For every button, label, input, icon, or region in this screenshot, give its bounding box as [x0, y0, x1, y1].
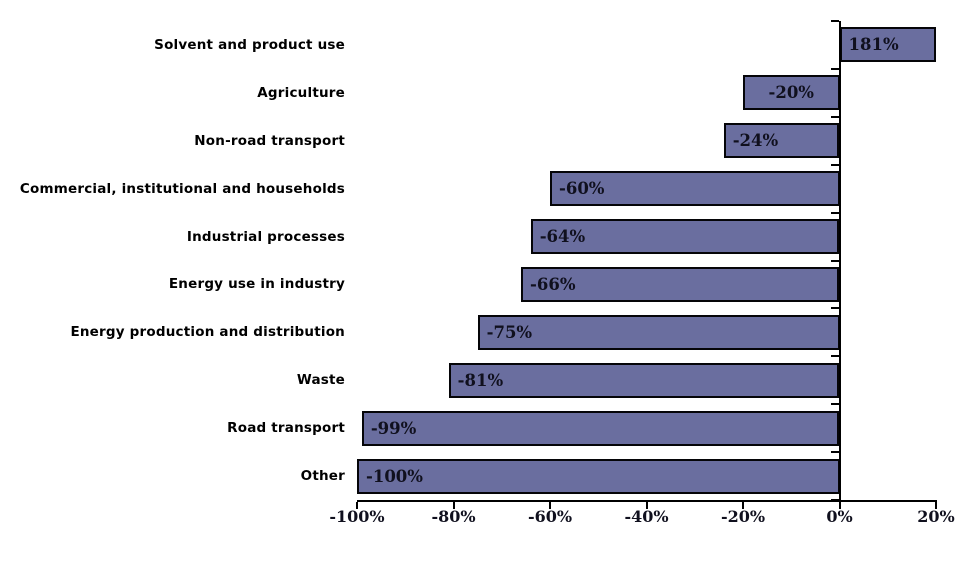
x-axis-tick — [452, 502, 455, 509]
category-label: Agriculture — [257, 84, 345, 101]
category-label: Other — [300, 468, 345, 485]
bar: -60% — [550, 171, 840, 207]
category-label: Waste — [296, 372, 345, 389]
category-label: Industrial processes — [186, 228, 345, 245]
x-axis-tick — [935, 502, 937, 509]
x-axis-tick-label: -80% — [431, 507, 476, 526]
bar-value-label: 181% — [848, 35, 899, 55]
category-axis-tick — [830, 115, 839, 118]
x-axis-tick — [356, 502, 358, 509]
bar: -66% — [521, 266, 840, 302]
x-axis-tick-label: 20% — [917, 507, 955, 526]
bar-value-label: -81% — [457, 370, 504, 390]
bar: -64% — [530, 219, 840, 255]
x-axis-line — [357, 500, 937, 502]
category-axis-tick — [830, 307, 839, 310]
bar-value-label: -64% — [539, 227, 586, 247]
bar-value-label: -99% — [370, 418, 417, 438]
category-label: Road transport — [227, 420, 345, 437]
bar: 181% — [839, 27, 936, 63]
y-axis-zero-line — [838, 21, 841, 500]
bar-value-label: -100% — [366, 466, 423, 486]
category-axis-tick — [830, 163, 839, 166]
x-axis-tick-label: -20% — [720, 507, 766, 526]
bar-value-label: -60% — [559, 179, 605, 199]
x-axis-tick-label: -100% — [329, 507, 385, 526]
x-axis-tick-label: -40% — [624, 507, 669, 526]
bar-value-label: -24% — [732, 131, 779, 151]
category-label: Commercial, institutional and households — [19, 180, 345, 197]
category-label: Energy use in industry — [168, 276, 345, 293]
bar: -20% — [743, 75, 840, 111]
category-label: Solvent and product use — [154, 36, 345, 53]
category-label: Energy production and distribution — [70, 324, 345, 341]
category-axis-tick — [830, 67, 839, 70]
category-axis-tick — [830, 211, 839, 214]
bar-value-label: -20% — [768, 83, 815, 103]
x-axis-tick — [645, 502, 648, 509]
x-axis-tick-label: -60% — [527, 507, 573, 526]
category-axis-tick — [830, 355, 839, 358]
category-axis-tick — [830, 20, 839, 22]
category-axis-tick — [830, 451, 839, 454]
x-axis-tick — [549, 502, 551, 509]
bar-value-label: -66% — [530, 274, 576, 294]
bar: -24% — [723, 123, 840, 159]
x-axis-tick-label: 0% — [826, 507, 853, 526]
bar: -81% — [448, 362, 840, 398]
category-label: Non-road transport — [194, 132, 345, 149]
bar: -75% — [477, 314, 840, 350]
category-axis-tick — [830, 403, 839, 406]
category-axis-tick — [830, 259, 839, 262]
bar: -99% — [361, 410, 840, 446]
bar-value-label: -75% — [486, 322, 533, 342]
bar: -100% — [357, 458, 840, 494]
x-axis-tick — [838, 502, 841, 509]
x-axis-tick — [742, 502, 744, 509]
